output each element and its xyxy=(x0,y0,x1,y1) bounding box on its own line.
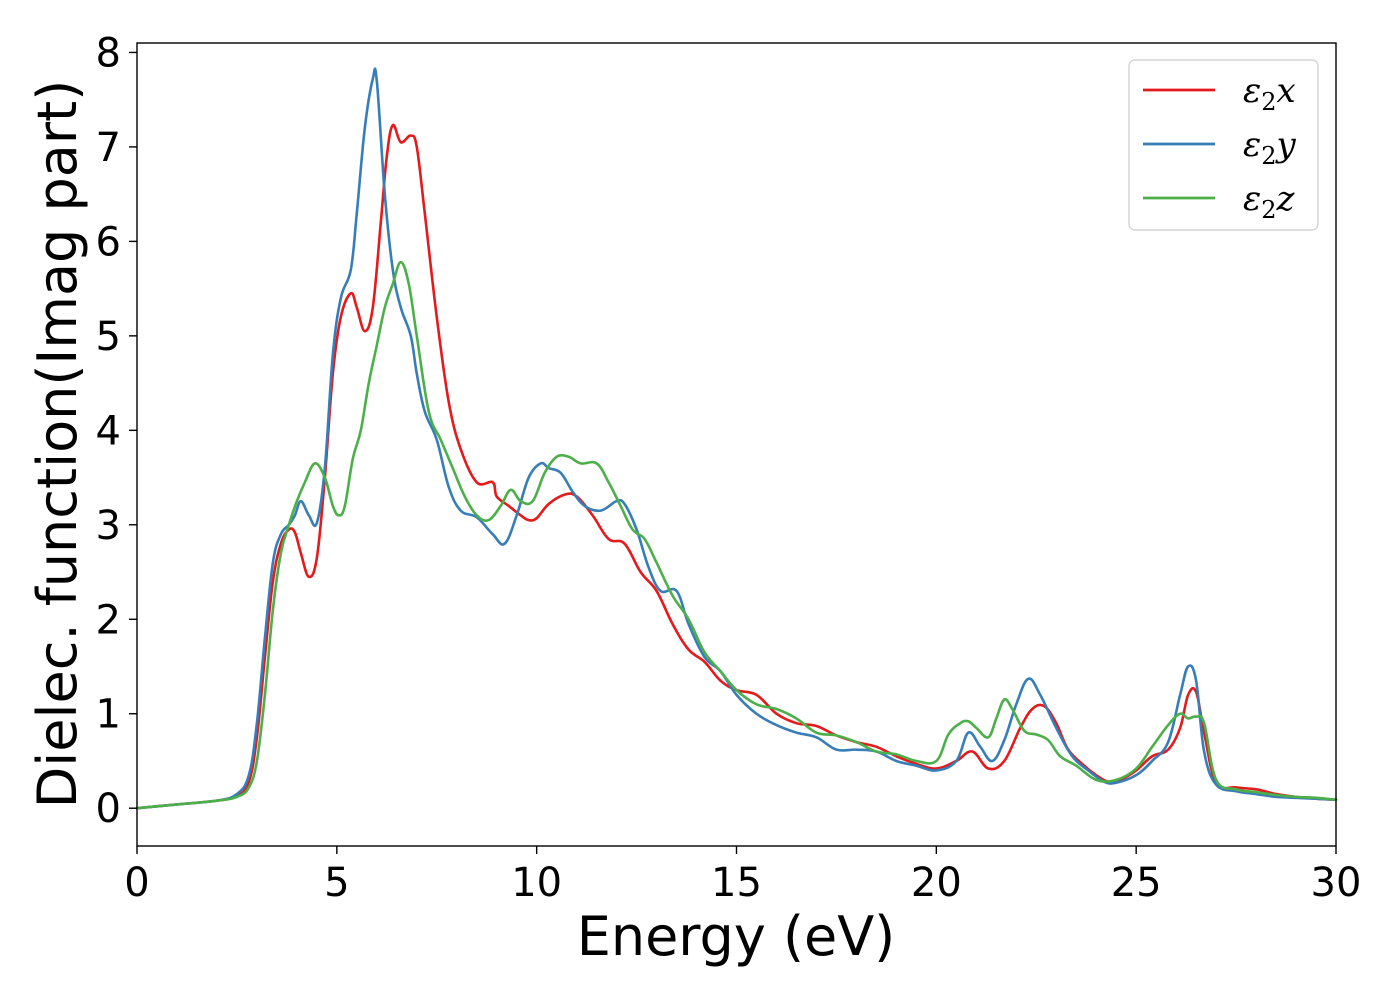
x-axis-label: Energy (eV) xyxy=(577,905,896,968)
y-tick-label: 8 xyxy=(96,30,121,76)
x-tick-label: 10 xyxy=(511,860,562,906)
legend-box xyxy=(1128,59,1319,231)
x-tick-label: 15 xyxy=(711,860,762,906)
x-tick-label: 30 xyxy=(1311,860,1362,906)
y-axis-ticks: 0 1 2 3 4 5 6 7 8 xyxy=(96,30,137,832)
x-tick-label: 0 xyxy=(124,860,149,906)
y-tick-label: 0 xyxy=(96,786,121,832)
series-layer xyxy=(135,67,1338,810)
y-tick-label: 4 xyxy=(96,408,121,454)
y-tick-label: 3 xyxy=(96,503,121,549)
y-tick-label: 5 xyxy=(96,314,121,360)
x-tick-label: 5 xyxy=(324,860,349,906)
series-line-z xyxy=(135,260,1338,810)
x-tick-label: 25 xyxy=(1111,860,1162,906)
y-tick-label: 2 xyxy=(96,597,121,643)
y-axis-label: Dielec. function(Imag part) xyxy=(26,80,89,809)
y-tick-label: 1 xyxy=(96,692,121,738)
y-tick-label: 6 xyxy=(96,219,121,265)
legend-label-y: ε2y xyxy=(1243,125,1297,170)
y-tick-label: 7 xyxy=(96,125,121,171)
legend-items: ε2x ε2y ε2z xyxy=(1143,71,1297,224)
legend-label-z: ε2z xyxy=(1243,179,1296,224)
x-tick-label: 20 xyxy=(911,860,962,906)
x-axis-ticks: 0 5 10 15 20 25 30 xyxy=(124,846,1361,906)
legend: ε2x ε2y ε2z xyxy=(1128,59,1319,231)
legend-label-x: ε2x xyxy=(1243,71,1296,116)
